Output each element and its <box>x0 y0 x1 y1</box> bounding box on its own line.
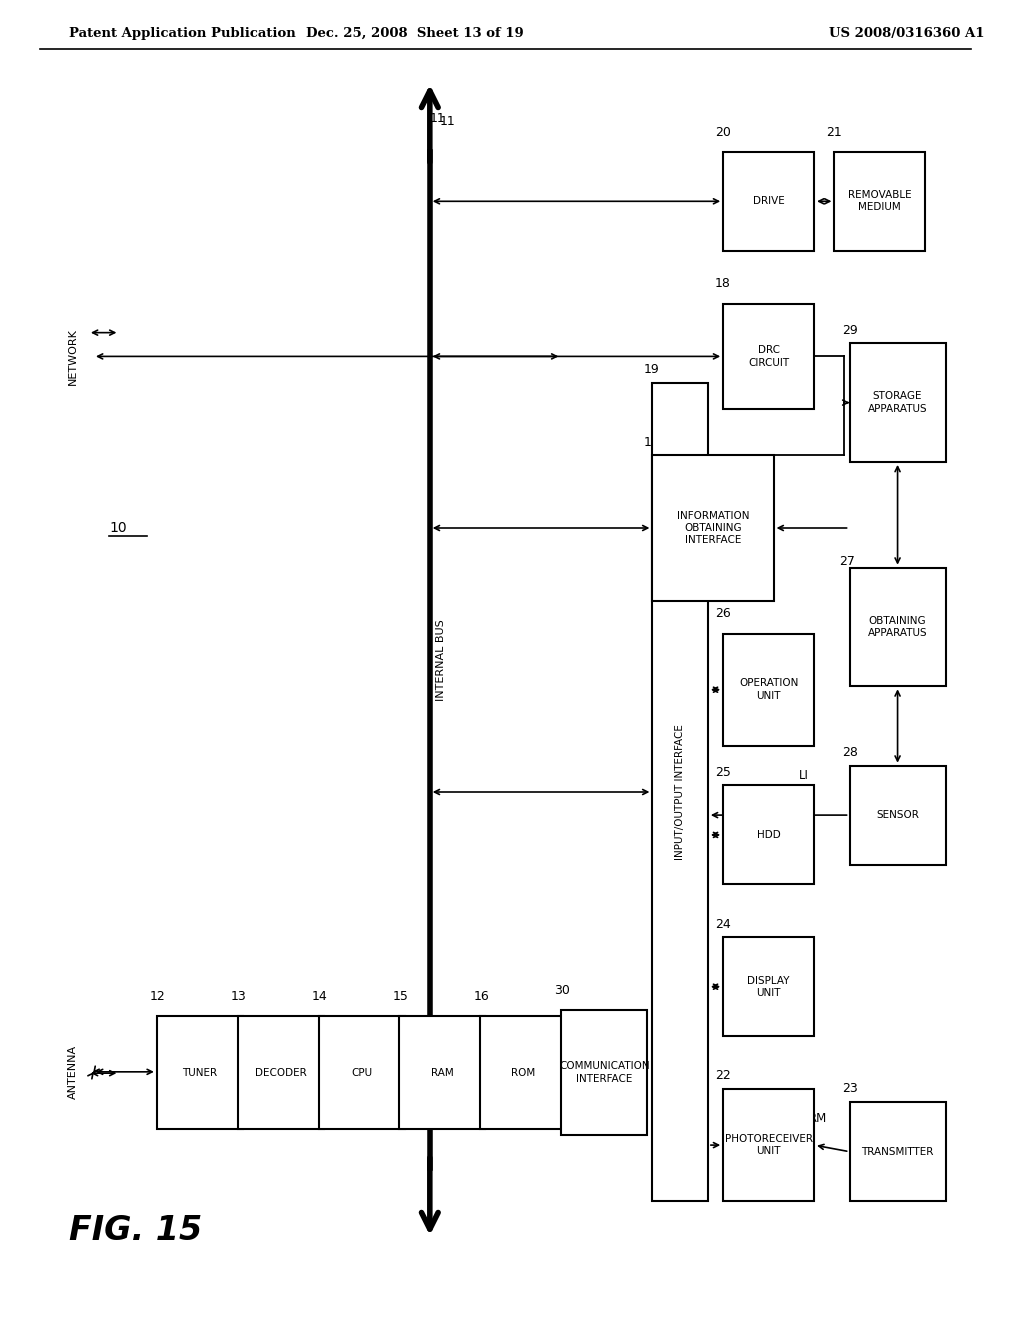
FancyBboxPatch shape <box>850 568 945 686</box>
Text: 17: 17 <box>643 436 659 449</box>
Text: PHOTORECEIVER
UNIT: PHOTORECEIVER UNIT <box>725 1134 813 1156</box>
Text: REMOVABLE
MEDIUM: REMOVABLE MEDIUM <box>848 190 911 213</box>
Text: OPERATION
UNIT: OPERATION UNIT <box>739 678 799 701</box>
FancyBboxPatch shape <box>652 455 774 601</box>
FancyBboxPatch shape <box>723 152 814 251</box>
Text: FIG. 15: FIG. 15 <box>69 1214 202 1246</box>
Text: 25: 25 <box>715 766 731 779</box>
Text: DECODER: DECODER <box>255 1068 306 1077</box>
Text: 14: 14 <box>311 990 328 1003</box>
Text: 19: 19 <box>643 363 659 376</box>
Text: US 2008/0316360 A1: US 2008/0316360 A1 <box>829 26 985 40</box>
FancyBboxPatch shape <box>399 1016 485 1129</box>
Text: 12: 12 <box>150 990 166 1003</box>
Text: RM: RM <box>809 1111 827 1125</box>
FancyBboxPatch shape <box>157 1016 243 1129</box>
Text: CPU: CPU <box>351 1068 372 1077</box>
Text: 11: 11 <box>440 115 456 128</box>
Text: 10: 10 <box>110 521 127 535</box>
Text: 20: 20 <box>715 125 731 139</box>
FancyBboxPatch shape <box>850 1102 945 1201</box>
Text: 11: 11 <box>430 112 445 125</box>
Text: SENSOR: SENSOR <box>877 810 919 820</box>
Text: 18: 18 <box>715 277 731 290</box>
Text: 26: 26 <box>715 607 731 620</box>
Text: 24: 24 <box>715 917 731 931</box>
Text: 30: 30 <box>554 983 570 997</box>
FancyBboxPatch shape <box>850 343 945 462</box>
Text: TRANSMITTER: TRANSMITTER <box>861 1147 934 1156</box>
Text: 29: 29 <box>843 323 858 337</box>
Text: INPUT/OUTPUT INTERFACE: INPUT/OUTPUT INTERFACE <box>675 725 685 859</box>
FancyBboxPatch shape <box>835 152 926 251</box>
Text: ROM: ROM <box>511 1068 536 1077</box>
Text: ANTENNA: ANTENNA <box>68 1044 78 1100</box>
Text: 27: 27 <box>840 554 855 568</box>
Text: NETWORK: NETWORK <box>68 327 78 385</box>
Text: LI: LI <box>799 768 809 781</box>
Text: 15: 15 <box>392 990 409 1003</box>
FancyBboxPatch shape <box>850 766 945 865</box>
Text: 13: 13 <box>230 990 247 1003</box>
FancyBboxPatch shape <box>723 304 814 409</box>
Text: HDD: HDD <box>757 830 780 840</box>
Text: STORAGE
APPARATUS: STORAGE APPARATUS <box>867 392 928 413</box>
FancyBboxPatch shape <box>480 1016 566 1129</box>
FancyBboxPatch shape <box>561 1010 647 1135</box>
Text: DRC
CIRCUIT: DRC CIRCUIT <box>749 346 790 367</box>
FancyBboxPatch shape <box>652 383 708 1201</box>
Text: 16: 16 <box>473 990 489 1003</box>
Text: Dec. 25, 2008  Sheet 13 of 19: Dec. 25, 2008 Sheet 13 of 19 <box>306 26 523 40</box>
FancyBboxPatch shape <box>318 1016 404 1129</box>
Text: 23: 23 <box>843 1082 858 1096</box>
Text: INFORMATION
OBTAINING
INTERFACE: INFORMATION OBTAINING INTERFACE <box>677 511 750 545</box>
Text: TUNER: TUNER <box>182 1068 217 1077</box>
Text: 28: 28 <box>843 746 858 759</box>
Text: OBTAINING
APPARATUS: OBTAINING APPARATUS <box>867 616 928 638</box>
Text: DRIVE: DRIVE <box>753 197 784 206</box>
Text: INTERNAL BUS: INTERNAL BUS <box>436 619 445 701</box>
Text: DISPLAY
UNIT: DISPLAY UNIT <box>748 975 790 998</box>
FancyBboxPatch shape <box>238 1016 324 1129</box>
FancyBboxPatch shape <box>723 785 814 884</box>
Text: Patent Application Publication: Patent Application Publication <box>69 26 296 40</box>
FancyBboxPatch shape <box>723 937 814 1036</box>
Text: 21: 21 <box>826 125 842 139</box>
FancyBboxPatch shape <box>723 634 814 746</box>
Text: 22: 22 <box>715 1069 731 1082</box>
FancyBboxPatch shape <box>723 1089 814 1201</box>
Text: COMMUNICATION
INTERFACE: COMMUNICATION INTERFACE <box>559 1061 649 1084</box>
Text: RAM: RAM <box>431 1068 454 1077</box>
